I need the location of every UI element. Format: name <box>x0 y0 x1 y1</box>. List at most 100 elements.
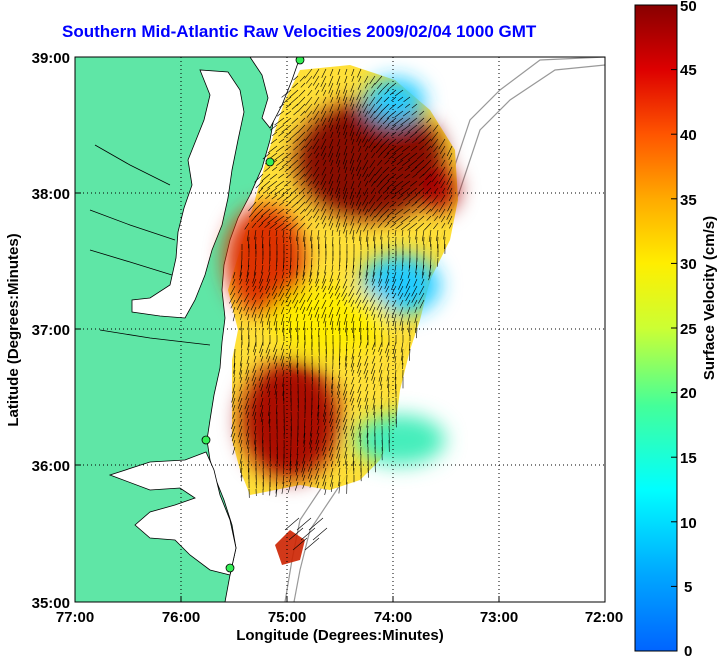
velocity-vector <box>364 369 369 379</box>
velocity-vector <box>329 292 334 299</box>
velocity-vector <box>239 383 243 392</box>
velocity-vector <box>380 383 383 391</box>
velocity-vector <box>416 152 425 160</box>
velocity-vector <box>321 68 327 78</box>
velocity-vector <box>315 117 320 124</box>
velocity-vector <box>364 152 369 160</box>
velocity-vector <box>331 376 334 389</box>
velocity-vector <box>337 432 341 440</box>
velocity-vector <box>431 173 439 183</box>
velocity-vector <box>252 278 257 288</box>
velocity-vector <box>261 173 271 182</box>
velocity-vector <box>318 257 320 265</box>
velocity-vector <box>336 89 341 100</box>
velocity-vector <box>325 236 327 249</box>
velocity-vector <box>391 306 397 318</box>
velocity-vector <box>241 341 243 349</box>
velocity-vector <box>272 131 278 136</box>
colorbar-tick-label: 50 <box>680 0 697 15</box>
velocity-vector <box>344 306 348 315</box>
velocity-vector <box>301 460 306 473</box>
velocity-vector <box>368 103 376 114</box>
velocity-vector <box>317 320 320 328</box>
velocity-vector <box>438 173 446 185</box>
velocity-vector <box>440 215 446 223</box>
velocity-vector <box>314 306 320 318</box>
velocity-vector <box>307 467 313 479</box>
velocity-vector <box>416 327 418 339</box>
velocity-vector <box>295 467 299 476</box>
velocity-vector <box>367 327 369 340</box>
velocity-vector <box>269 222 278 229</box>
x-tick-label: 76:00 <box>162 609 200 626</box>
velocity-vector <box>321 117 327 126</box>
velocity-vector <box>343 110 348 120</box>
velocity-vector <box>364 117 369 124</box>
velocity-vector <box>352 229 355 240</box>
velocity-vector <box>239 439 243 447</box>
velocity-vector <box>306 110 313 118</box>
velocity-vector <box>281 89 292 98</box>
velocity-vector <box>419 110 425 116</box>
velocity-vector <box>279 103 285 108</box>
velocity-vector <box>364 82 369 89</box>
velocity-vector <box>309 481 313 488</box>
velocity-vector <box>267 180 278 189</box>
velocity-vector <box>379 355 383 363</box>
velocity-vector <box>247 446 250 454</box>
velocity-vector <box>253 348 257 356</box>
velocity-vector <box>335 145 341 157</box>
velocity-vector <box>375 96 383 104</box>
velocity-vector <box>265 285 271 294</box>
station-markers <box>201 57 305 573</box>
velocity-vector <box>259 341 264 354</box>
velocity-vector <box>292 537 308 551</box>
velocity-vector <box>314 180 320 189</box>
velocity-vector <box>322 96 327 104</box>
velocity-vector <box>366 418 369 428</box>
velocity-vector <box>395 222 404 229</box>
velocity-vector <box>449 159 453 166</box>
velocity-vector <box>282 383 285 396</box>
velocity-vector <box>253 390 257 399</box>
velocity-vector <box>343 411 348 423</box>
velocity-vector <box>260 411 264 423</box>
velocity-vector <box>374 236 376 249</box>
velocity-vector <box>328 285 334 295</box>
velocity-vector <box>302 453 306 464</box>
velocity-vector <box>288 313 292 324</box>
velocity-vector <box>380 145 390 155</box>
velocity-vector <box>272 166 278 171</box>
velocity-vector <box>372 264 376 277</box>
velocity-vector <box>349 222 355 235</box>
velocity-vector <box>276 257 278 267</box>
velocity-vector <box>365 229 369 242</box>
velocity-vector <box>329 404 334 416</box>
velocity-vector <box>389 201 397 208</box>
velocity-vector <box>358 411 362 419</box>
velocity-region-east-lobe <box>422 168 458 212</box>
velocity-vector <box>441 152 446 159</box>
velocity-vector <box>323 313 327 324</box>
velocity-vector <box>307 180 313 187</box>
velocity-vector <box>247 320 250 329</box>
velocity-vector <box>291 215 299 222</box>
velocity-vector <box>251 369 257 382</box>
velocity-vector <box>433 145 439 152</box>
velocity-vector <box>264 166 271 172</box>
velocity-vector <box>404 285 411 297</box>
velocity-vector <box>345 362 348 370</box>
velocity-vector <box>392 271 397 283</box>
velocity-vector <box>259 376 264 388</box>
velocity-vector <box>296 166 306 176</box>
velocity-vector <box>398 278 404 290</box>
velocity-vector <box>276 145 285 153</box>
velocity-vector <box>295 460 299 473</box>
velocity-vector <box>369 75 376 85</box>
velocity-vector <box>370 89 376 97</box>
velocity-vector <box>266 292 271 299</box>
velocity-vector <box>322 292 327 299</box>
velocity-vector <box>251 222 257 228</box>
velocity-vector <box>292 292 299 304</box>
velocity-vector <box>291 117 299 124</box>
